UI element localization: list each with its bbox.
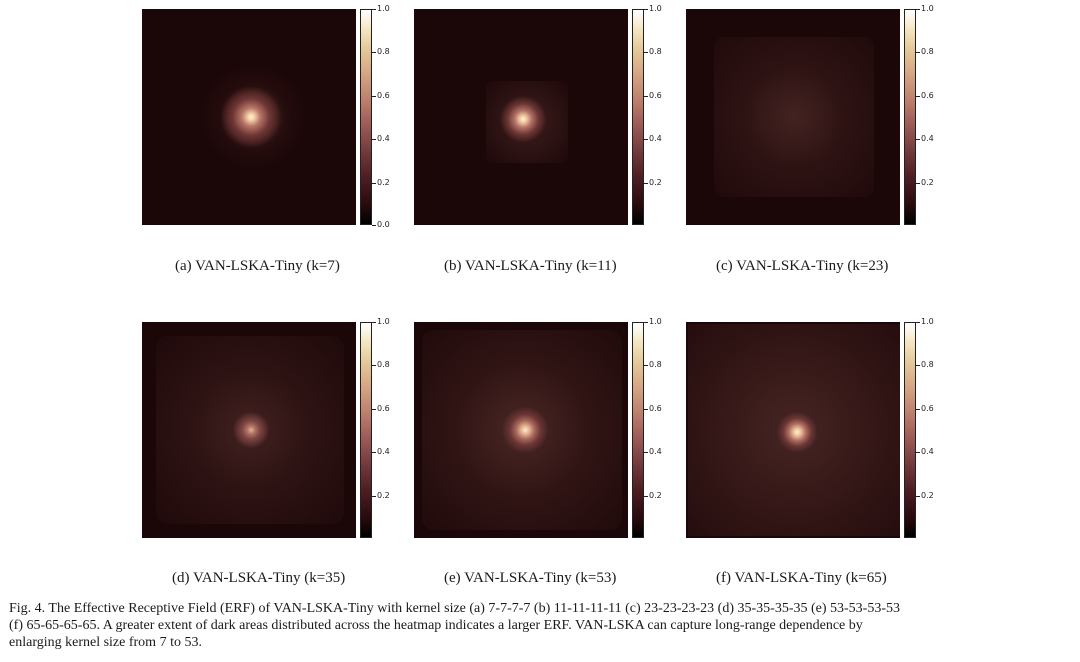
erf-center-spot bbox=[142, 9, 356, 225]
colorbar-tick-label: 0.2 bbox=[649, 178, 662, 187]
figure-caption-line-1: Fig. 4. The Effective Receptive Field (E… bbox=[9, 601, 901, 616]
erf-area bbox=[714, 37, 874, 197]
colorbar-tick bbox=[644, 365, 648, 366]
colorbar-tick bbox=[644, 9, 648, 10]
colorbar bbox=[632, 322, 644, 538]
colorbar-tick bbox=[644, 52, 648, 53]
colorbar-tick-label: 0.6 bbox=[649, 404, 662, 413]
colorbar-tick-label: 0.2 bbox=[377, 491, 390, 500]
colorbar-tick-label: 0.4 bbox=[921, 134, 934, 143]
erf-center-spot bbox=[686, 9, 900, 225]
erf-panel-c: 1.0 0.8 0.6 0.4 0.2 bbox=[686, 5, 946, 249]
colorbar-tick-label: 0.8 bbox=[921, 47, 934, 56]
colorbar-tick-label: 1.0 bbox=[649, 4, 662, 13]
colorbar bbox=[360, 9, 372, 225]
colorbar-tick bbox=[916, 139, 920, 140]
colorbar-tick-label: 0.6 bbox=[377, 404, 390, 413]
erf-center-spot bbox=[142, 322, 356, 538]
subcaption-f: (f) VAN-LSKA-Tiny (k=65) bbox=[716, 570, 887, 586]
erf-heatmap-c bbox=[686, 9, 900, 225]
colorbar-tick-label: 1.0 bbox=[377, 317, 390, 326]
colorbar-tick-label: 0.0 bbox=[377, 220, 390, 229]
colorbar-tick-label: 1.0 bbox=[921, 4, 934, 13]
colorbar bbox=[632, 9, 644, 225]
colorbar-tick-label: 1.0 bbox=[377, 4, 390, 13]
colorbar-tick-label: 0.8 bbox=[649, 360, 662, 369]
erf-panel-e: 1.0 0.8 0.6 0.4 0.2 bbox=[414, 318, 674, 562]
colorbar-tick-label: 0.2 bbox=[921, 178, 934, 187]
colorbar-tick bbox=[916, 322, 920, 323]
erf-center-spot bbox=[686, 322, 900, 538]
colorbar-tick bbox=[644, 139, 648, 140]
colorbar-tick bbox=[916, 496, 920, 497]
colorbar-tick bbox=[372, 496, 376, 497]
erf-heatmap-d bbox=[142, 322, 356, 538]
erf-panel-b: 1.0 0.8 0.6 0.4 0.2 bbox=[414, 5, 674, 249]
colorbar-tick bbox=[916, 52, 920, 53]
colorbar-tick-label: 0.6 bbox=[649, 91, 662, 100]
erf-heatmap-b bbox=[414, 9, 628, 225]
colorbar-tick-label: 1.0 bbox=[921, 317, 934, 326]
subcaption-e: (e) VAN-LSKA-Tiny (k=53) bbox=[444, 570, 617, 586]
colorbar-tick bbox=[644, 496, 648, 497]
colorbar-tick-label: 1.0 bbox=[649, 317, 662, 326]
colorbar-tick-label: 0.6 bbox=[921, 404, 934, 413]
erf-center-spot bbox=[414, 322, 628, 538]
erf-panel-a: 1.0 0.8 0.6 0.4 0.2 0.0 bbox=[142, 5, 402, 249]
erf-heatmap-a bbox=[142, 9, 356, 225]
colorbar-tick-label: 0.4 bbox=[649, 447, 662, 456]
erf-heatmap-f bbox=[686, 322, 900, 538]
erf-panel-f: 1.0 0.8 0.6 0.4 0.2 bbox=[686, 318, 946, 562]
colorbar-tick-label: 0.4 bbox=[649, 134, 662, 143]
colorbar-tick bbox=[372, 183, 376, 184]
colorbar-tick-label: 0.8 bbox=[649, 47, 662, 56]
colorbar-tick-label: 0.2 bbox=[649, 491, 662, 500]
colorbar-tick bbox=[916, 409, 920, 410]
colorbar-tick bbox=[372, 225, 376, 226]
colorbar-tick-label: 0.2 bbox=[377, 178, 390, 187]
colorbar bbox=[904, 322, 916, 538]
colorbar-tick bbox=[916, 452, 920, 453]
colorbar-tick bbox=[644, 183, 648, 184]
colorbar-tick bbox=[916, 183, 920, 184]
colorbar-tick-label: 0.4 bbox=[921, 447, 934, 456]
colorbar-tick bbox=[916, 96, 920, 97]
colorbar-tick-label: 0.6 bbox=[921, 91, 934, 100]
colorbar-tick-label: 0.4 bbox=[377, 447, 390, 456]
figure-caption: Fig. 4. The Effective Receptive Field (E… bbox=[9, 600, 1071, 651]
colorbar-tick-label: 0.4 bbox=[377, 134, 390, 143]
colorbar-tick bbox=[916, 365, 920, 366]
figure-caption-line-3: enlarging kernel size from 7 to 53. bbox=[9, 635, 202, 650]
erf-panel-d: 1.0 0.8 0.6 0.4 0.2 bbox=[142, 318, 402, 562]
colorbar-tick bbox=[372, 9, 376, 10]
colorbar-tick bbox=[372, 452, 376, 453]
colorbar-tick bbox=[372, 139, 376, 140]
colorbar-tick bbox=[916, 9, 920, 10]
colorbar bbox=[904, 9, 916, 225]
subcaption-d: (d) VAN-LSKA-Tiny (k=35) bbox=[172, 570, 346, 586]
subcaption-b: (b) VAN-LSKA-Tiny (k=11) bbox=[444, 258, 617, 274]
figure-caption-line-2: (f) 65-65-65-65. A greater extent of dar… bbox=[9, 618, 863, 633]
colorbar bbox=[360, 322, 372, 538]
colorbar-tick bbox=[372, 365, 376, 366]
colorbar-tick bbox=[644, 452, 648, 453]
colorbar-tick bbox=[644, 409, 648, 410]
colorbar-tick-label: 0.6 bbox=[377, 91, 390, 100]
erf-heatmap-e bbox=[414, 322, 628, 538]
erf-center-spot bbox=[414, 9, 628, 225]
subcaption-a: (a) VAN-LSKA-Tiny (k=7) bbox=[175, 258, 340, 274]
colorbar-tick-label: 0.2 bbox=[921, 491, 934, 500]
colorbar-tick bbox=[644, 322, 648, 323]
colorbar-tick bbox=[372, 52, 376, 53]
colorbar-tick bbox=[372, 409, 376, 410]
colorbar-tick bbox=[372, 322, 376, 323]
colorbar-tick-label: 0.8 bbox=[377, 360, 390, 369]
colorbar-tick bbox=[644, 96, 648, 97]
colorbar-tick bbox=[372, 96, 376, 97]
subcaption-c: (c) VAN-LSKA-Tiny (k=23) bbox=[716, 258, 889, 274]
colorbar-tick-label: 0.8 bbox=[921, 360, 934, 369]
colorbar-tick-label: 0.8 bbox=[377, 47, 390, 56]
